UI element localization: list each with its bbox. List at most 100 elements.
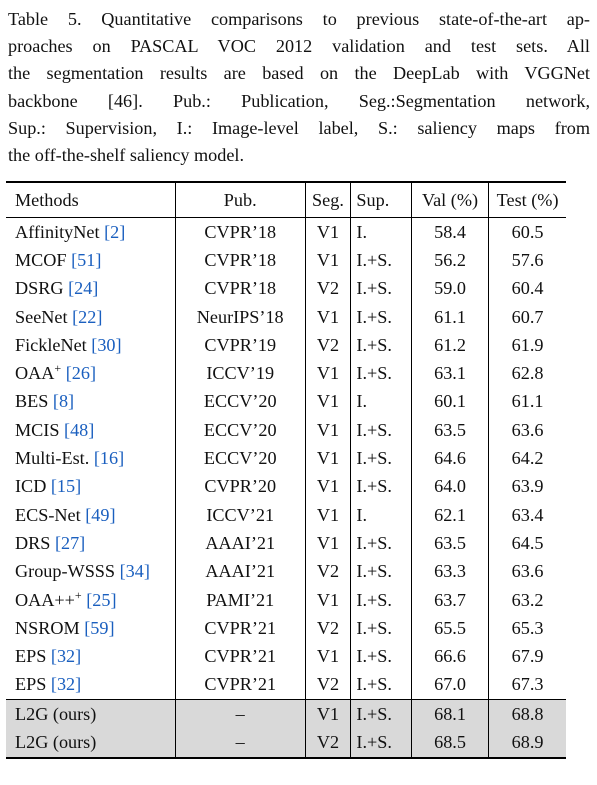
sup-cell: I. (350, 217, 412, 247)
citation-link[interactable]: [49] (85, 504, 116, 525)
method-name: EPS (15, 646, 47, 667)
seg-cell: V1 (304, 217, 351, 247)
header-row: Methods Pub. Seg. Sup. Val (%) Test (%) (6, 182, 566, 218)
test-cell: 63.6 (488, 416, 566, 445)
val-cell: 59.0 (410, 274, 489, 303)
citation-link[interactable]: [26] (65, 363, 97, 384)
ours-methods: L2G (ours) – V1 I.+S. 68.1 68.8 L2G (ours) – V2 I… (6, 699, 566, 759)
caption-line: the segmentation results are based on th… (8, 63, 590, 84)
val-cell: 63.3 (410, 557, 489, 586)
method-superscript: + (74, 587, 82, 602)
header-pub: Pub. (174, 182, 305, 218)
seg-cell: V1 (304, 642, 351, 671)
table-row: OAA+++ [25] PAMI’21 V1 I.+S. 63.7 63.2 (6, 585, 566, 615)
citation-link[interactable]: [16] (93, 448, 125, 469)
method-cell: ICD [15] (6, 473, 175, 501)
val-cell: 62.1 (410, 500, 489, 530)
citation-link[interactable]: [25] (86, 589, 117, 610)
method-name: L2G (ours) (15, 731, 97, 752)
table-row: Group-WSSS [34] AAAI’21 V2 I.+S. 63.3 63.6 (6, 557, 566, 586)
test-cell: 60.7 (488, 302, 566, 332)
table-row: MCOF [51] CVPR’18 V1 I.+S. 56.2 57.6 (6, 246, 566, 275)
citation-link[interactable]: [2] (104, 221, 126, 242)
sup-cell: I.+S. (350, 444, 412, 473)
citation-link[interactable]: [32] (50, 674, 82, 695)
method-superscript: + (54, 361, 62, 376)
results-table: Methods Pub. Seg. Sup. Val (%) Test (%) … (6, 181, 566, 759)
citation-link[interactable]: [59] (84, 617, 115, 638)
citation-link[interactable]: [27] (54, 532, 86, 553)
method-name: Multi-Est. (15, 448, 90, 469)
pub-cell: PAMI’21 (174, 585, 305, 615)
pub-cell: CVPR’21 (174, 670, 305, 700)
test-cell: 68.9 (488, 728, 566, 759)
citation-link[interactable]: [15] (50, 476, 82, 497)
table-row: L2G (ours) – V2 I.+S. 68.5 68.9 (6, 728, 566, 759)
val-cell: 68.5 (410, 728, 489, 759)
test-cell: 67.3 (488, 670, 566, 700)
sup-cell: I.+S. (350, 331, 412, 360)
pub-cell: NeurIPS’18 (174, 302, 305, 332)
test-cell: 63.4 (488, 500, 566, 530)
seg-cell: V1 (304, 585, 351, 615)
test-cell: 63.9 (488, 472, 566, 501)
table-row: DSRG [24] CVPR’18 V2 I.+S. 59.0 60.4 (6, 274, 566, 303)
sup-cell: I.+S. (350, 699, 412, 729)
pub-cell: CVPR’18 (174, 217, 305, 247)
seg-cell: V2 (304, 557, 351, 586)
method-cell: FickleNet [30] (6, 331, 175, 359)
val-cell: 63.5 (410, 529, 489, 558)
seg-cell: V1 (304, 416, 351, 445)
test-cell: 61.1 (488, 387, 566, 417)
table-row: L2G (ours) – V1 I.+S. 68.1 68.8 (6, 699, 566, 729)
method-name: DRS (15, 532, 51, 553)
table-row: MCIS [48] ECCV’20 V1 I.+S. 63.5 63.6 (6, 416, 566, 445)
val-cell: 58.4 (410, 217, 489, 247)
table-row: AffinityNet [2] CVPR’18 V1 I. 58.4 60.5 (6, 217, 566, 247)
test-cell: 60.4 (488, 274, 566, 303)
citation-link[interactable]: [48] (64, 419, 95, 440)
method-name: SeeNet (15, 306, 68, 327)
caption-line: backbone [46]. Pub.: Publication, Seg.:S… (8, 90, 590, 111)
val-cell: 61.2 (410, 331, 489, 360)
method-cell: DRS [27] (6, 529, 175, 557)
sup-cell: I.+S. (350, 246, 412, 275)
citation-link[interactable]: [30] (91, 334, 122, 355)
method-name: DSRG (15, 278, 64, 299)
citation-link[interactable]: [24] (68, 278, 99, 299)
sup-cell: I.+S. (350, 585, 412, 615)
test-cell: 63.2 (488, 585, 566, 615)
seg-cell: V1 (304, 500, 351, 530)
method-cell: MCOF [51] (6, 246, 175, 274)
test-cell: 61.9 (488, 331, 566, 360)
table-row: Multi-Est. [16] ECCV’20 V1 I.+S. 64.6 64.2 (6, 444, 566, 473)
seg-cell: V1 (304, 387, 351, 417)
table-row: BES [8] ECCV’20 V1 I. 60.1 61.1 (6, 387, 566, 417)
sup-cell: I.+S. (350, 359, 412, 388)
sup-cell: I.+S. (350, 472, 412, 501)
header-val: Val (%) (410, 182, 489, 218)
sup-cell: I.+S. (350, 274, 412, 303)
pub-cell: CVPR’18 (174, 274, 305, 303)
pub-cell: ECCV’20 (174, 416, 305, 445)
method-cell: MCIS [48] (6, 416, 175, 444)
table-row: SeeNet [22] NeurIPS’18 V1 I.+S. 61.1 60.7 (6, 302, 566, 332)
citation-link[interactable]: [8] (52, 391, 75, 412)
test-cell: 62.8 (488, 359, 566, 388)
pub-cell: CVPR’21 (174, 642, 305, 671)
citation-link[interactable]: [34] (119, 561, 150, 582)
table-row: EPS [32] CVPR’21 V2 I.+S. 67.0 67.3 (6, 670, 566, 700)
method-name: L2G (ours) (15, 703, 97, 724)
method-name: ICD (15, 476, 47, 497)
citation-link[interactable]: [22] (72, 306, 103, 327)
table-row: OAA+ [26] ICCV’19 V1 I.+S. 63.1 62.8 (6, 359, 566, 388)
sup-cell: I.+S. (350, 416, 412, 445)
pub-cell: ICCV’21 (174, 500, 305, 530)
val-cell: 66.6 (410, 642, 489, 671)
table-row: ICD [15] CVPR’20 V1 I.+S. 64.0 63.9 (6, 472, 566, 501)
pub-cell: CVPR’21 (174, 614, 305, 643)
method-name: OAA++ (15, 589, 75, 610)
citation-link[interactable]: [51] (71, 249, 102, 270)
seg-cell: V1 (304, 302, 351, 332)
citation-link[interactable]: [32] (50, 646, 82, 667)
